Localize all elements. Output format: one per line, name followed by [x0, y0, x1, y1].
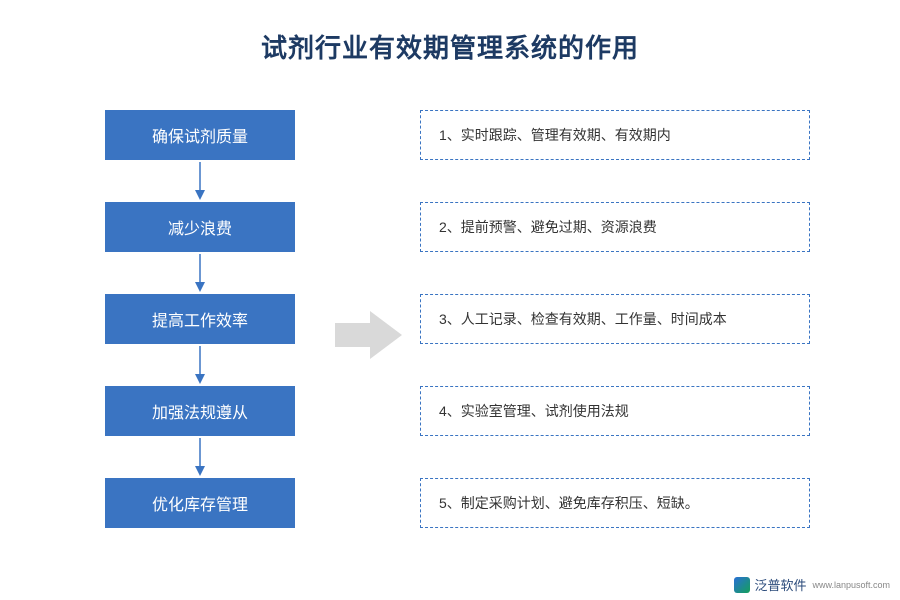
detail-box-4: 4、实验室管理、试剂使用法规 — [420, 386, 810, 436]
detail-box-2: 2、提前预警、避免过期、资源浪费 — [420, 202, 810, 252]
arrow-down-icon — [105, 160, 295, 202]
brand-logo-icon — [734, 577, 750, 593]
flow-box-4: 加强法规遵从 — [105, 386, 295, 436]
flow-box-3: 提高工作效率 — [105, 294, 295, 344]
left-column: 确保试剂质量 减少浪费 提高工作效率 加强法规遵从 优化库存管理 — [105, 110, 295, 528]
flow-box-2: 减少浪费 — [105, 202, 295, 252]
brand-name: 泛普软件 — [754, 575, 806, 594]
detail-box-3: 3、人工记录、检查有效期、工作量、时间成本 — [420, 294, 810, 344]
arrow-down-icon — [105, 436, 295, 478]
detail-box-1: 1、实时跟踪、管理有效期、有效期内 — [420, 110, 810, 160]
detail-box-5: 5、制定采购计划、避免库存积压、短缺。 — [420, 478, 810, 528]
brand-watermark: 泛普软件 www.lanpusoft.com — [734, 575, 890, 594]
page-title: 试剂行业有效期管理系统的作用 — [0, 0, 900, 65]
big-arrow-icon — [330, 305, 410, 370]
arrow-down-icon — [105, 252, 295, 294]
arrow-down-icon — [105, 344, 295, 386]
flow-box-1: 确保试剂质量 — [105, 110, 295, 160]
right-column: 1、实时跟踪、管理有效期、有效期内 2、提前预警、避免过期、资源浪费 3、人工记… — [420, 110, 810, 528]
brand-url: www.lanpusoft.com — [812, 580, 890, 590]
flow-box-5: 优化库存管理 — [105, 478, 295, 528]
